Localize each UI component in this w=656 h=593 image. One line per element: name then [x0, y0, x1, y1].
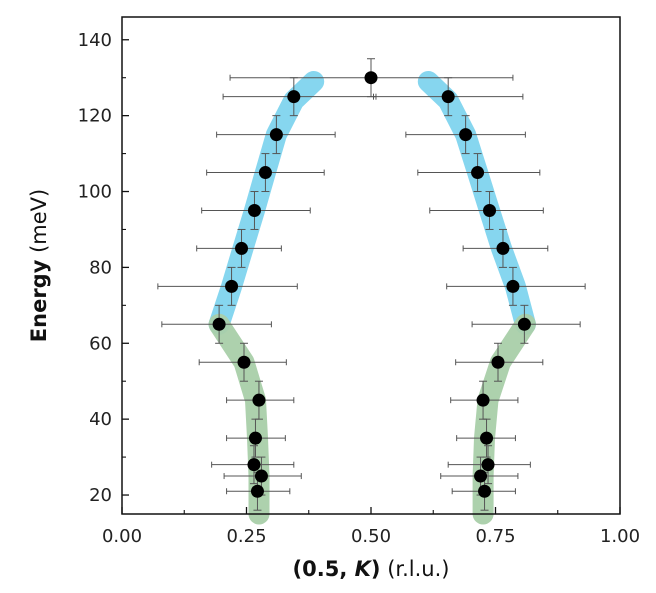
x-tick-label: 0.00 — [102, 526, 142, 547]
x-tick-label: 0.75 — [475, 526, 515, 547]
data-point-0 — [364, 71, 378, 85]
data-points — [212, 71, 531, 498]
data-point-10 — [248, 431, 262, 445]
data-point-15 — [459, 128, 473, 142]
data-point-5 — [235, 241, 249, 255]
x-tick-label: 1.00 — [600, 526, 640, 547]
data-point-16 — [471, 166, 485, 180]
data-point-26 — [478, 484, 492, 498]
y-tick-label: 40 — [89, 409, 112, 430]
data-point-11 — [247, 458, 261, 472]
data-point-18 — [496, 241, 510, 255]
x-axis-ticks: 0.00 0.25 0.50 0.75 1.00 — [102, 507, 640, 547]
y-tick-label: 100 — [78, 182, 112, 203]
data-point-21 — [491, 355, 505, 369]
data-point-19 — [506, 279, 520, 293]
data-point-6 — [225, 279, 239, 293]
x-tick-label: 0.25 — [226, 526, 266, 547]
data-point-23 — [480, 431, 494, 445]
data-point-7 — [212, 317, 226, 331]
y-tick-label: 20 — [89, 485, 112, 506]
data-point-22 — [476, 393, 490, 407]
y-axis-label: Energy (meV) — [27, 189, 51, 342]
data-point-1 — [287, 90, 301, 104]
data-point-8 — [237, 355, 251, 369]
x-tick-label: 0.50 — [351, 526, 391, 547]
data-point-9 — [252, 393, 266, 407]
data-point-25 — [474, 469, 488, 483]
x-axis-label: (0.5, K) (r.l.u.) — [293, 557, 450, 581]
data-point-12 — [254, 469, 268, 483]
y-tick-label: 60 — [89, 333, 112, 354]
data-point-13 — [250, 484, 264, 498]
y-tick-label: 140 — [78, 30, 112, 51]
data-point-14 — [441, 90, 455, 104]
y-axis-ticks: 20 40 60 80 100 120 140 — [78, 30, 129, 506]
y-tick-label: 120 — [78, 106, 112, 127]
data-point-3 — [258, 166, 272, 180]
data-point-24 — [481, 458, 495, 472]
data-point-17 — [483, 203, 497, 217]
data-point-4 — [247, 203, 261, 217]
y-tick-label: 80 — [89, 257, 112, 278]
band-0 — [208, 71, 325, 335]
dispersion-bands — [208, 71, 536, 525]
data-point-2 — [269, 128, 283, 142]
data-point-20 — [517, 317, 531, 331]
